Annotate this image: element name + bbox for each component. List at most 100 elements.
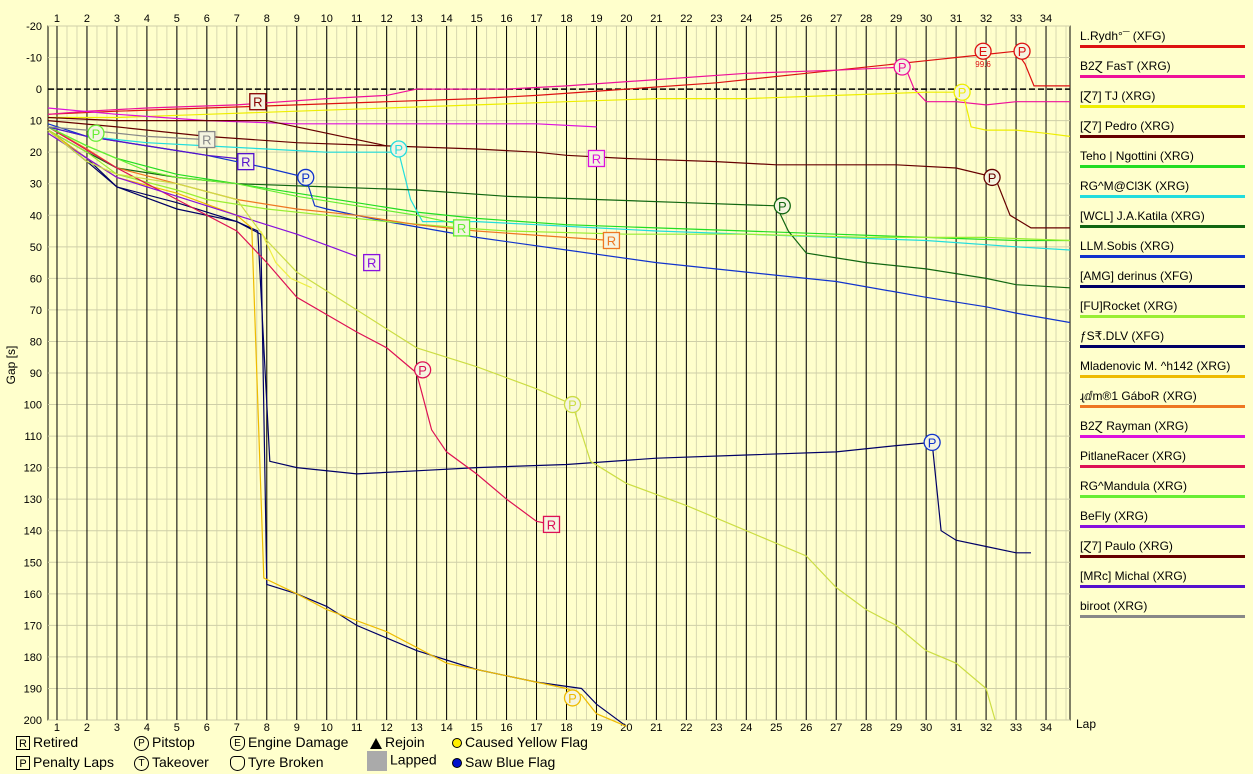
y-tick-label: 120 <box>24 463 42 475</box>
x-tick-label-bottom: 6 <box>204 722 210 734</box>
tyre-icon <box>230 755 245 771</box>
retired-box <box>237 152 255 171</box>
legend-entry: B2Ɀ Rayman (XRG) <box>1080 419 1245 438</box>
retired-box <box>198 130 216 149</box>
x-tick-label-top: 16 <box>500 13 512 25</box>
x-tick-label-bottom: 2 <box>84 722 90 734</box>
pitstop-circle <box>390 140 408 158</box>
key-takeover: T Takeover <box>134 754 209 771</box>
retired-marker: R <box>587 149 606 168</box>
legend-label: ɻⅆm®1 GáboR (XRG) <box>1080 389 1197 403</box>
pitstop-circle <box>953 83 971 101</box>
x-tick-label-bottom: 17 <box>530 722 542 734</box>
rejoin-icon <box>370 737 382 749</box>
legend-swatch <box>1080 375 1245 378</box>
x-tick-label-top: 24 <box>740 13 752 25</box>
x-tick-label-bottom: 32 <box>980 722 992 734</box>
retired-box <box>602 231 621 250</box>
x-tick-label-top: 3 <box>114 13 120 25</box>
legend-entry: PitlaneRacer (XRG) <box>1080 449 1245 468</box>
legend-swatch <box>1080 45 1245 48</box>
legend-swatch <box>1080 165 1245 168</box>
x-tick-label-bottom: 3 <box>114 722 120 734</box>
yellow-flag-icon <box>452 738 462 749</box>
legend-entry: L.Rydh°¯ (XFG) <box>1080 29 1245 48</box>
x-tick-label-top: 25 <box>770 13 782 25</box>
x-tick-label-bottom: 7 <box>234 722 240 734</box>
series-group <box>47 50 1070 727</box>
legend-swatch <box>1080 615 1245 618</box>
engine-icon: E <box>230 735 245 751</box>
x-tick-label-bottom: 14 <box>440 722 452 734</box>
x-tick-label-bottom: 11 <box>351 722 362 734</box>
lapped-icon <box>367 751 387 771</box>
legend-entry: ƒS₹.DLV (XFG) <box>1080 329 1245 348</box>
marker-letter: P <box>958 85 967 100</box>
marker-letter: P <box>928 435 937 450</box>
legend-swatch <box>1080 75 1245 78</box>
marker-letter: R <box>241 155 250 170</box>
legend-label: [Ɀ7] TJ (XRG) <box>1080 89 1156 103</box>
x-tick-label-top: 5 <box>174 13 180 25</box>
x-tick-label-top: 28 <box>860 13 872 25</box>
legend-entry: [FU]Rocket (XRG) <box>1080 299 1245 318</box>
legend-entry: B2Ɀ FasT (XRG) <box>1080 59 1245 78</box>
legend-label: L.Rydh°¯ (XFG) <box>1080 29 1166 43</box>
retired-box <box>363 253 381 272</box>
series-line <box>47 116 387 147</box>
x-tick-label-top: 33 <box>1010 13 1022 25</box>
key-engine: E Engine Damage <box>230 734 348 751</box>
pitstop-circle <box>413 361 432 379</box>
key-penalty: P Penalty Laps <box>16 754 114 771</box>
marker-letter: P <box>898 60 907 75</box>
legend-label: BeFly (XRG) <box>1080 509 1149 523</box>
x-tick-label-top: 20 <box>620 13 632 25</box>
series-line <box>48 91 1070 137</box>
retired-marker: R <box>602 231 621 250</box>
x-tick-label-bottom: 21 <box>650 722 662 734</box>
pitstop-marker: P <box>390 140 408 158</box>
x-tick-label-top: 10 <box>321 13 333 25</box>
y-tick-label: 150 <box>24 557 42 569</box>
marker-letter: P <box>568 398 577 413</box>
y-tick-label: 60 <box>30 273 42 285</box>
x-tick-label-top: 4 <box>144 13 150 25</box>
series-line <box>47 126 207 141</box>
x-tick-label-top: 21 <box>650 13 662 25</box>
series-line <box>260 230 312 289</box>
pitstop-marker: P <box>923 433 941 452</box>
x-tick-label-bottom: 18 <box>560 722 572 734</box>
x-tick-label-top: 22 <box>680 13 692 25</box>
key-yellow-label: Caused Yellow Flag <box>465 734 588 750</box>
marker-letter: R <box>253 95 262 110</box>
x-tick-label-bottom: 4 <box>144 722 150 734</box>
legend-entry: ɻⅆm®1 GáboR (XRG) <box>1080 389 1245 408</box>
key-blue: Saw Blue Flag <box>452 754 555 770</box>
legend-label: [MRc] Michal (XRG) <box>1080 569 1187 583</box>
legend-label: [Ɀ7] Pedro (XRG) <box>1080 119 1175 133</box>
legend-label: B2Ɀ FasT (XRG) <box>1080 59 1171 73</box>
series-line <box>47 129 996 721</box>
series-line <box>47 66 1070 115</box>
y-tick-label: 160 <box>24 589 42 601</box>
legend-swatch <box>1080 555 1245 558</box>
marker-label: 99.6 <box>975 60 991 69</box>
y-axis-label: Gap [s] <box>4 346 18 385</box>
key-tyre-label: Tyre Broken <box>248 754 324 770</box>
pitstop-circle <box>773 197 791 215</box>
y-tick-label: 30 <box>30 179 42 191</box>
key-lapped-label: Lapped <box>390 751 437 768</box>
x-tick-label-top: 8 <box>264 13 270 25</box>
x-tick-label-top: 6 <box>204 13 210 25</box>
x-tick-label-top: 9 <box>294 13 300 25</box>
marker-letter: P <box>1018 44 1027 59</box>
pitstop-circle <box>893 58 911 76</box>
retired-marker: R <box>542 515 561 534</box>
key-tyre: Tyre Broken <box>230 754 323 771</box>
key-rejoin: Rejoin <box>370 734 425 750</box>
penalty-icon: P <box>16 756 30 771</box>
y-tick-label: 80 <box>30 336 42 348</box>
pitstop-marker: P <box>297 168 315 187</box>
marker-letter: P <box>568 691 577 706</box>
marker-letter: E <box>979 44 988 59</box>
